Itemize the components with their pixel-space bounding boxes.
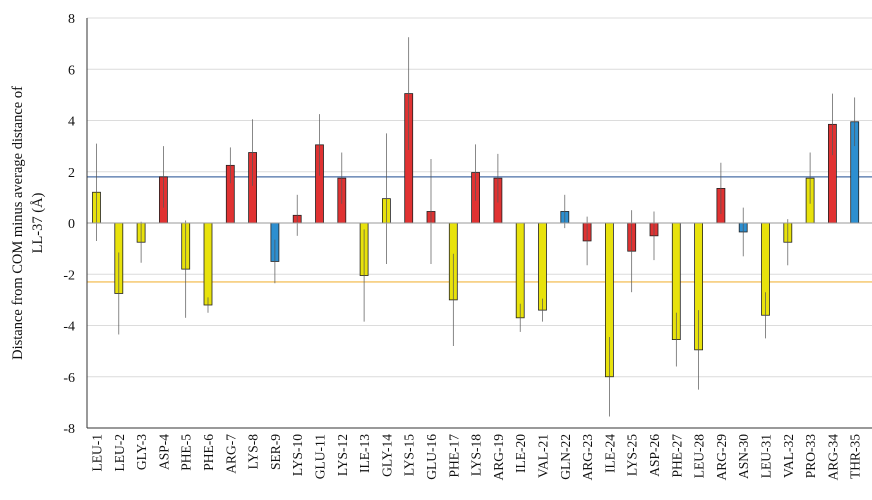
bar-VAL-21 <box>538 222 547 311</box>
x-tick-label: LEU-28 <box>692 434 707 478</box>
x-tick-label: VAL-21 <box>536 434 551 478</box>
x-tick-label: LYS-15 <box>402 434 417 476</box>
y-tick-label: -2 <box>63 268 75 283</box>
y-tick-label: 2 <box>68 166 75 181</box>
x-tick-label: THR-35 <box>848 434 863 479</box>
x-tick-label: PHE-6 <box>201 434 216 471</box>
x-tick-label: PHE-5 <box>179 434 194 471</box>
y-axis-label-line2: LL-37 (Å) <box>30 192 46 253</box>
bar-ILE-20 <box>515 222 525 319</box>
bars <box>92 37 860 417</box>
x-tick-label: SER-9 <box>268 434 283 470</box>
x-tick-label: ARG-7 <box>223 434 238 474</box>
y-tick-label: 6 <box>68 63 75 78</box>
y-tick-label: 8 <box>68 12 75 27</box>
y-tick-label: -4 <box>63 320 75 335</box>
x-tick-label: LYS-12 <box>335 434 350 476</box>
x-tick-label: ILE-13 <box>357 434 372 473</box>
x-tick-label: LEU-2 <box>112 434 127 472</box>
x-tick-label: ASN-30 <box>736 434 751 479</box>
y-tick-label: 0 <box>68 217 75 232</box>
x-tick-label: ARG-34 <box>825 434 840 481</box>
x-tick-label: PHE-17 <box>446 434 461 478</box>
y-axis-label-line1: Distance from COM minus average distance… <box>10 86 26 360</box>
x-tick-label: GLN-22 <box>558 434 573 480</box>
x-tick-label: LYS-8 <box>246 434 261 470</box>
x-tick-label: ASP-4 <box>156 434 171 470</box>
x-tick-label: LYS-25 <box>625 434 640 476</box>
x-tick-label: LYS-10 <box>290 434 305 476</box>
y-tick-label: -8 <box>63 422 75 437</box>
x-tick-label: ILE-24 <box>602 434 617 473</box>
x-tick-label: ASP-26 <box>647 434 662 477</box>
x-tick-label: PRO-33 <box>803 434 818 479</box>
x-tick-label: GLU-16 <box>424 434 439 480</box>
x-tick-label: GLY-3 <box>134 434 149 470</box>
x-tick-label: LYS-18 <box>469 434 484 476</box>
x-tick-label: PHE-27 <box>669 434 684 478</box>
bar-PHE-6 <box>203 222 213 306</box>
x-tick-label: GLY-14 <box>379 434 394 477</box>
gridlines <box>87 17 872 378</box>
x-tick-label: ILE-20 <box>513 434 528 473</box>
x-tick-label: LEU-1 <box>90 434 105 472</box>
y-tick-label: 4 <box>68 115 75 130</box>
x-tick-label: ARG-19 <box>491 434 506 481</box>
y-tick-label: -6 <box>63 371 75 386</box>
x-tick-label: ARG-23 <box>580 434 595 481</box>
x-tick-label: GLU-36 <box>870 434 872 480</box>
x-tick-label: GLU-11 <box>313 434 328 479</box>
x-tick-label: VAL-32 <box>781 434 796 478</box>
x-tick-label: ARG-29 <box>714 434 729 481</box>
x-tick-label: LEU-31 <box>759 434 774 478</box>
